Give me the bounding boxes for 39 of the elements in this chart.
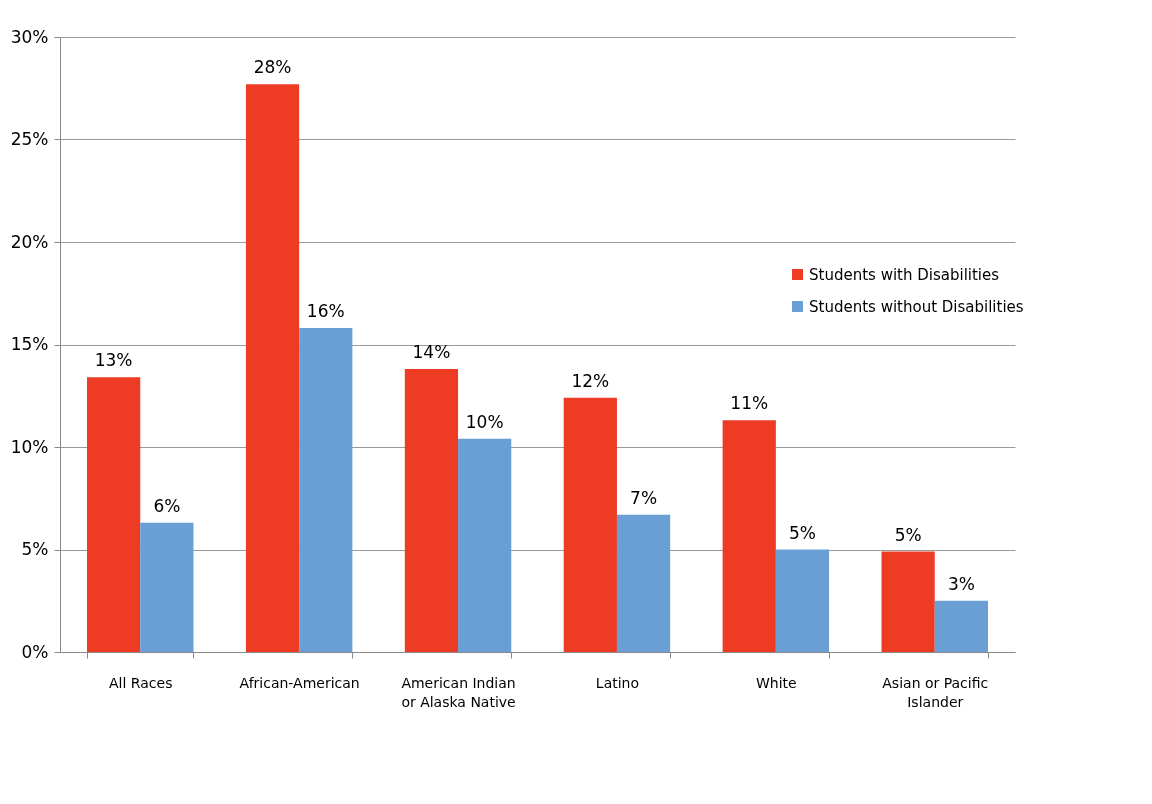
bar [934,600,988,652]
bar [722,420,776,652]
data-label: 3% [947,573,975,594]
bar [775,549,830,652]
bar [404,369,459,652]
x-tick-label: White [755,674,797,691]
data-label: 28% [253,57,292,78]
data-label: 10% [465,411,504,432]
data-label: 7% [630,487,658,508]
data-label: 12% [571,370,610,391]
bar [881,551,935,652]
y-tick-label: 0% [21,641,49,662]
bar [616,514,671,652]
x-tick-label: African-American [239,674,360,691]
x-tick-label: All Races [109,674,173,691]
data-label: 5% [788,522,816,543]
data-label: 6% [153,495,181,516]
bar [299,328,353,652]
bar [140,522,194,652]
y-tick-label: 10% [10,436,49,457]
y-tick-label: 25% [10,129,49,149]
data-label: 16% [306,301,345,322]
x-tick-label: Asian or Pacific Islander [882,674,989,710]
legend-label: Students with Disabilities [809,265,1000,284]
y-tick-label: 5% [21,539,49,559]
y-tick-label: 20% [10,231,49,252]
x-tick-label: Latino [595,674,640,691]
data-label: 13% [94,350,133,371]
x-tick-label: American Indian or Alaska Native [401,674,516,710]
bar [563,397,617,652]
bar [245,84,300,652]
legend-label: Students without Disabilities [809,297,1024,316]
y-tick-label: 30% [10,26,49,47]
y-tick-label: 15% [10,334,49,354]
bar [87,377,141,652]
data-label: 5% [894,524,922,545]
data-label: 14% [412,342,451,363]
bar [458,438,512,652]
data-label: 11% [730,393,769,414]
